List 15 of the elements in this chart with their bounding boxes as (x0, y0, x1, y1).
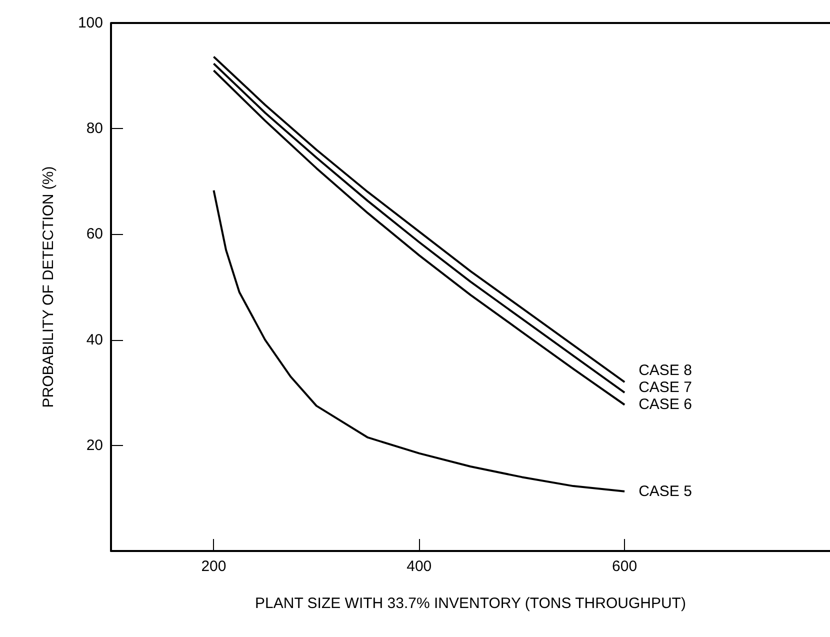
y-tick-label: 20 (86, 436, 103, 454)
series-label: CASE 5 (638, 482, 692, 500)
x-axis-title: PLANT SIZE WITH 33.7% INVENTORY (TONS THROUGHPUT) (255, 595, 686, 612)
x-tick-label: 200 (201, 558, 226, 575)
line-series (212, 189, 626, 492)
x-tick-label: 400 (406, 558, 432, 575)
x-tick-label: 600 (612, 558, 638, 575)
y-tick-label: 40 (86, 331, 103, 348)
series-label: CASE 6 (638, 396, 692, 414)
y-tick-label: 80 (86, 120, 103, 138)
y-tick-label: 60 (86, 226, 103, 243)
y-axis-title: PROBABILITY OF DETECTION (%) (40, 166, 57, 408)
series-label: CASE 8 (638, 362, 692, 380)
y-tick-label: 100 (78, 14, 103, 32)
series-label: CASE 7 (638, 379, 692, 396)
